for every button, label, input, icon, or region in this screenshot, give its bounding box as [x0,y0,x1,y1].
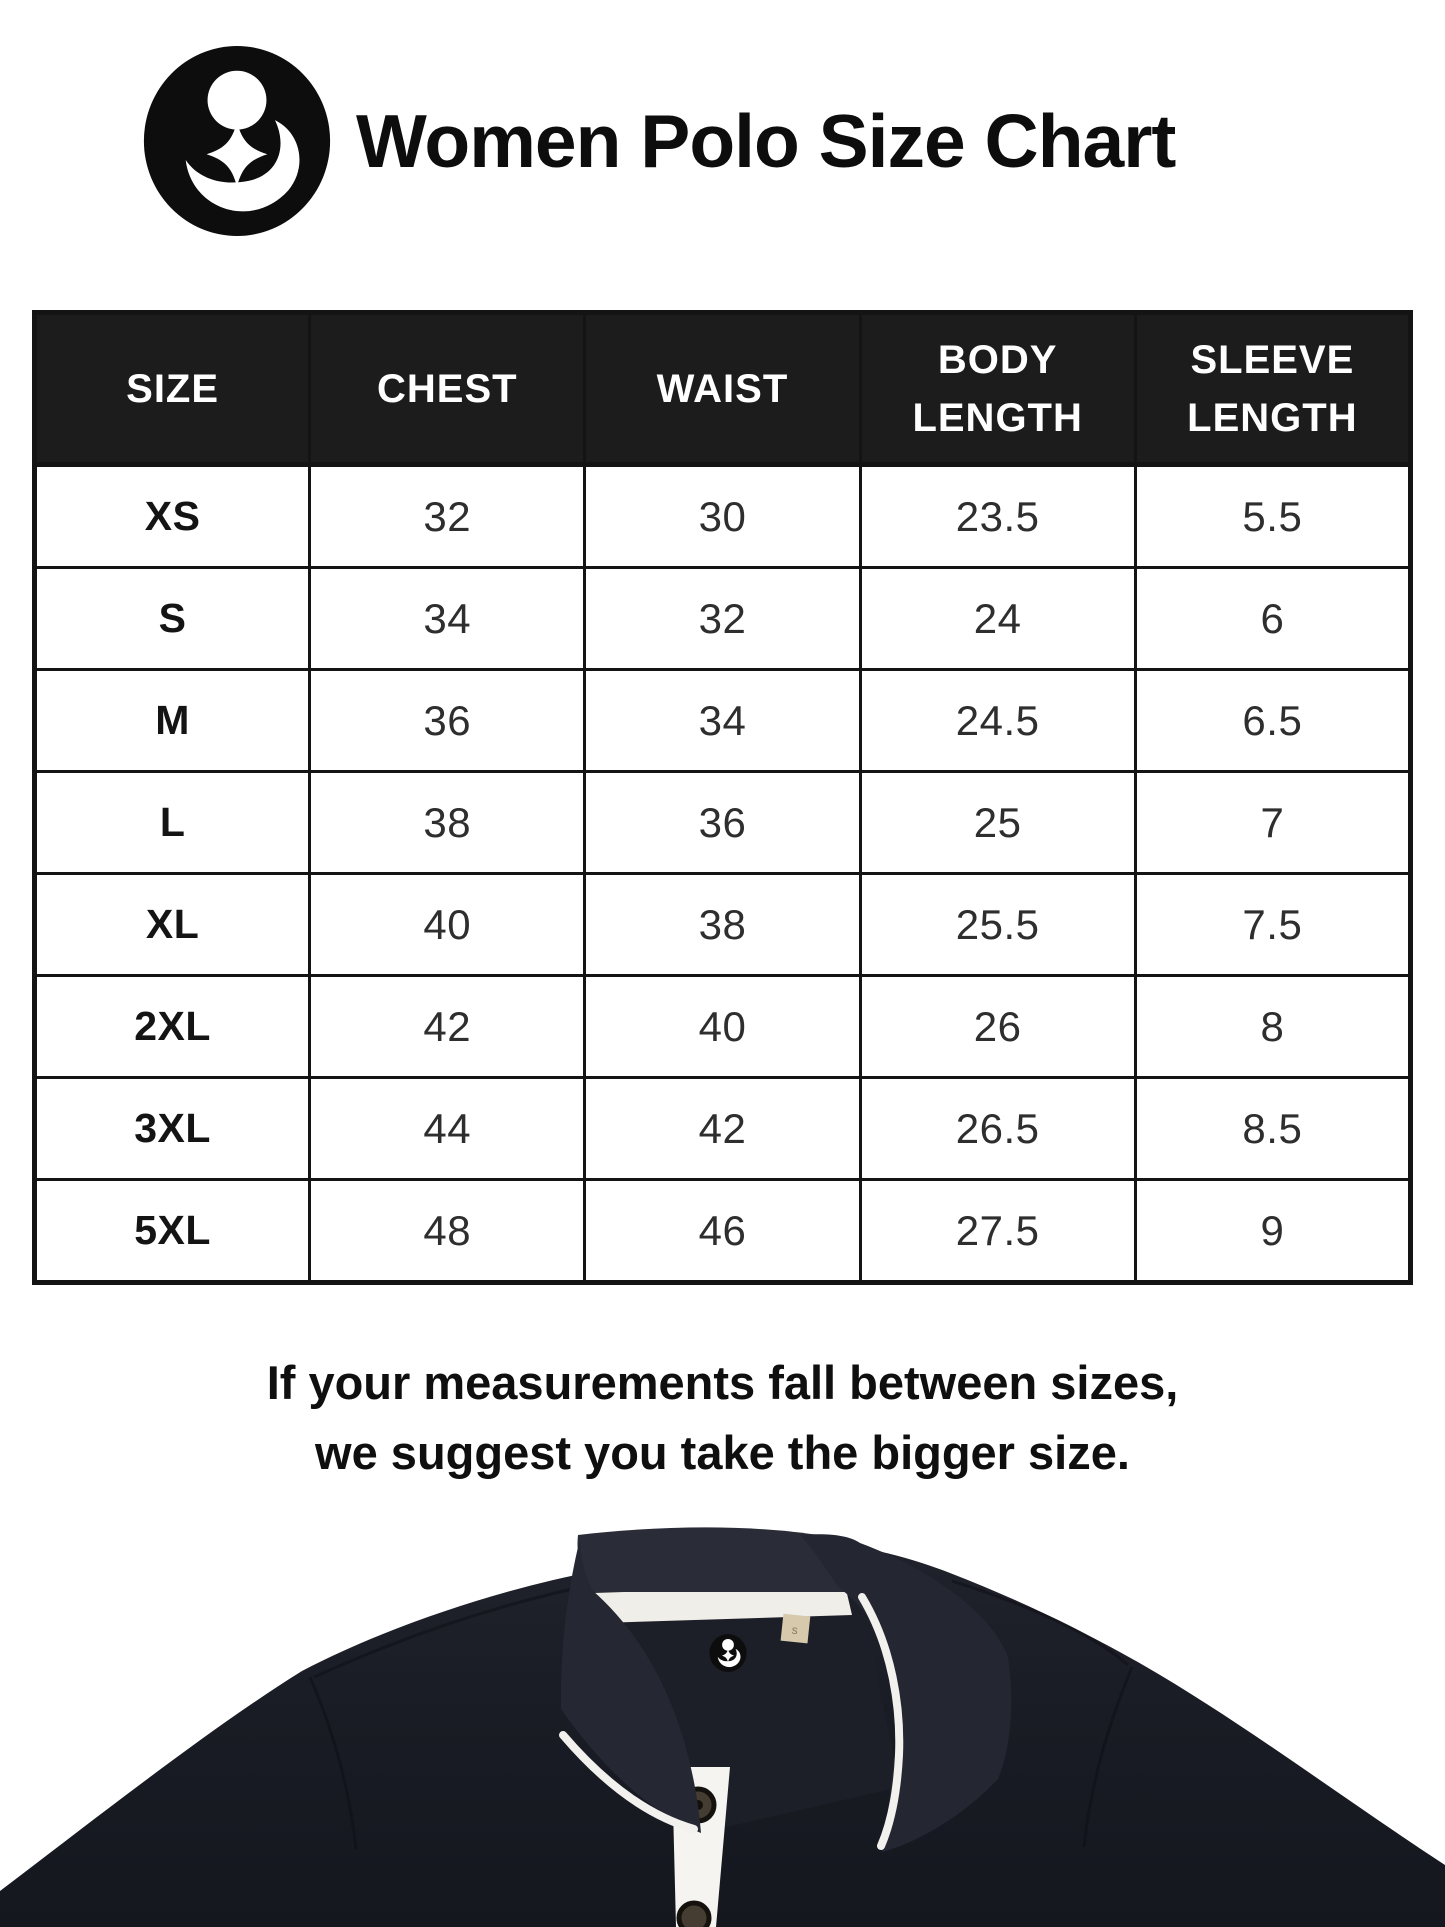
waist-cell: 32 [583,566,862,671]
sleeve-length-cell: 5.5 [1133,463,1413,569]
sleeve-length-cell: 8 [1133,974,1413,1079]
neck-logo-patch [709,1634,747,1672]
size-cell: 5XL [32,1178,312,1284]
body-length-cell: 26 [858,974,1137,1079]
column-header-waist: WAIST [583,311,862,467]
size-tag: s [780,1613,811,1644]
column-header-chest: CHEST [308,311,587,467]
left-collar-tipping [559,1731,698,1833]
sizing-note: If your measurements fall between sizes,… [0,1348,1445,1487]
size-cell: 3XL [32,1076,312,1181]
brand-header: Women Polo Size Chart [142,46,1176,236]
waist-cell: 36 [583,770,862,875]
sleeve-length-cell: 7 [1133,770,1413,875]
body-length-cell: 26.5 [858,1076,1137,1181]
body-length-cell: 24.5 [858,668,1137,773]
right-collar-tipping [858,1593,904,1850]
waist-cell: 38 [583,872,862,977]
table-row-3xl: 3XL 44 42 26.5 8.5 [32,1076,1413,1181]
size-cell: XS [32,463,312,569]
body-length-cell: 24 [858,566,1137,671]
table-row-m: M 36 34 24.5 6.5 [32,668,1413,773]
body-length-cell: 27.5 [858,1178,1137,1284]
chest-cell: 40 [308,872,587,977]
sleeve-length-cell: 7.5 [1133,872,1413,977]
back-collar [577,1527,862,1592]
sleeve-length-cell: 6.5 [1133,668,1413,773]
brand-logo-icon [142,46,332,236]
left-collar-flap [560,1539,701,1833]
inner-back-panel [592,1592,900,1832]
size-cell: XL [32,872,312,977]
table-row-5xl: 5XL 48 46 27.5 9 [32,1178,1413,1284]
waist-cell: 30 [583,463,862,569]
chest-cell: 36 [308,668,587,773]
waist-cell: 42 [583,1076,862,1181]
table-row-xl: XL 40 38 25.5 7.5 [32,872,1413,977]
chest-cell: 48 [308,1178,587,1284]
table-header: SIZE CHEST WAIST BODY LENGTH SLEEVE LENG… [32,311,1413,467]
sleeve-length-cell: 6 [1133,566,1413,671]
column-header-sleeve-length: SLEEVE LENGTH [1133,311,1413,467]
sizing-note-line2: we suggest you take the bigger size. [315,1425,1130,1479]
chest-cell: 38 [308,770,587,875]
inner-collar-band [592,1585,852,1623]
placket-button-bottom [676,1900,712,1927]
waist-cell: 40 [583,974,862,1079]
table-row-2xl: 2XL 42 40 26 8 [32,974,1413,1079]
sleeve-length-cell: 9 [1133,1178,1413,1284]
table-row-l: L 38 36 25 7 [32,770,1413,875]
size-chart-table: SIZE CHEST WAIST BODY LENGTH SLEEVE LENG… [32,310,1413,1285]
size-cell: M [32,668,312,773]
chest-cell: 44 [308,1076,587,1181]
page-title: Women Polo Size Chart [356,99,1176,183]
column-header-size: SIZE [32,311,312,467]
shirt-seams [308,1579,1134,1850]
table-row-xs: XS 32 30 23.5 5.5 [32,463,1413,569]
waist-cell: 34 [583,668,862,773]
body-length-cell: 25 [858,770,1137,875]
waist-cell: 46 [583,1178,862,1284]
sleeve-length-cell: 8.5 [1133,1076,1413,1181]
chest-cell: 32 [308,463,587,569]
body-length-cell: 23.5 [858,463,1137,569]
polo-shirt-photo: s [0,1497,1445,1927]
sizing-note-line1: If your measurements fall between sizes, [266,1356,1179,1409]
chest-cell: 42 [308,974,587,1079]
size-cell: S [32,566,312,671]
right-collar-flap [800,1534,1012,1852]
table-row-s: S 34 32 24 6 [32,566,1413,671]
column-header-body-length: BODY LENGTH [858,311,1137,467]
size-tag-text: s [791,1623,798,1638]
chest-cell: 34 [308,566,587,671]
size-cell: L [32,770,312,875]
body-length-cell: 25.5 [858,872,1137,977]
size-cell: 2XL [32,974,312,1079]
